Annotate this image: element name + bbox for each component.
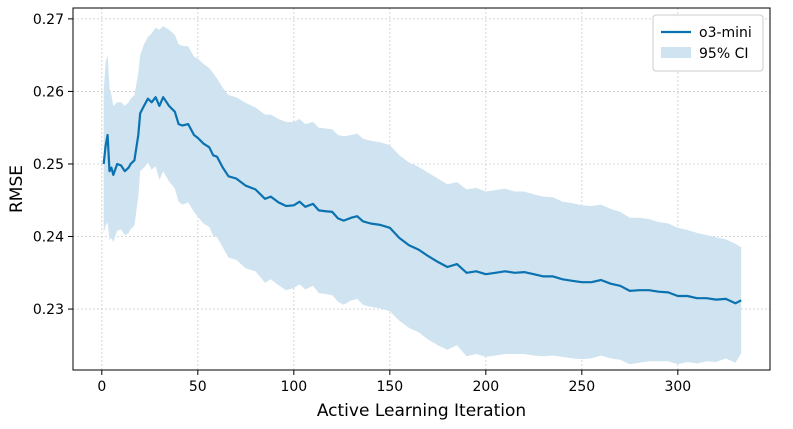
y-tick-label: 0.25 bbox=[33, 157, 64, 173]
legend-box bbox=[652, 14, 764, 72]
y-axis-ticks: 0.23 0.24 0.25 0.26 0.27 bbox=[33, 12, 73, 318]
x-axis-title: Active Learning Iteration bbox=[317, 401, 526, 421]
x-axis-ticks: 0 50 100 150 200 250 300 bbox=[97, 370, 691, 395]
x-tick-label: 300 bbox=[664, 379, 691, 395]
x-tick-label: 100 bbox=[280, 379, 307, 395]
y-tick-label: 0.23 bbox=[33, 302, 64, 318]
legend: o3-mini 95% CI bbox=[652, 14, 764, 72]
x-tick-label: 250 bbox=[568, 379, 595, 395]
confidence-interval-band bbox=[103, 26, 742, 365]
legend-band-swatch bbox=[661, 47, 691, 58]
x-tick-label: 0 bbox=[97, 379, 106, 395]
x-tick-label: 50 bbox=[189, 379, 207, 395]
y-tick-label: 0.27 bbox=[33, 12, 64, 28]
x-tick-label: 150 bbox=[376, 379, 403, 395]
legend-label-ci: 95% CI bbox=[699, 46, 748, 62]
y-tick-label: 0.24 bbox=[33, 230, 64, 246]
legend-label-o3-mini: o3-mini bbox=[699, 25, 752, 41]
o3-mini-line bbox=[102, 96, 742, 305]
y-tick-label: 0.26 bbox=[33, 84, 64, 100]
x-tick-label: 200 bbox=[472, 379, 499, 395]
y-axis-title: RMSE bbox=[7, 165, 27, 213]
plot-frame bbox=[72, 7, 771, 371]
